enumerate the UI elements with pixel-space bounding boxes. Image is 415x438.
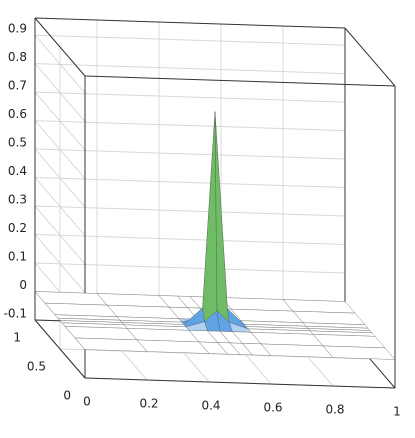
box-edge <box>34 319 86 379</box>
box-edge <box>34 17 346 29</box>
grid-line <box>34 148 346 160</box>
x-tick-label: 0 <box>83 395 91 409</box>
box-edge <box>34 17 86 77</box>
z-tick-label: 0.5 <box>8 136 27 150</box>
box-edge <box>84 75 396 87</box>
tick-labels: 0 0.2 0.4 0.6 0.8 1 0 0.5 1 -0.1 0 0.1 0.2 0.3 0.4 0.5 0… <box>4 22 401 419</box>
x-tick-label: 0.8 <box>325 403 344 417</box>
y-tick-label: 0.5 <box>27 360 46 374</box>
grid-line <box>34 34 346 46</box>
grid-line <box>34 120 86 179</box>
z-tick-label: -0.1 <box>4 307 27 321</box>
z-tick-label: 0 <box>19 278 27 292</box>
grid-line <box>34 234 346 246</box>
box-edge <box>344 27 396 87</box>
grid-line <box>34 177 346 189</box>
surface-patch <box>214 111 230 324</box>
z-tick-label: 0.9 <box>8 22 27 36</box>
grid-line <box>34 63 86 122</box>
grid-line <box>34 205 346 217</box>
y-tick-label: 1 <box>13 331 21 345</box>
z-tick-label: 0.6 <box>8 107 27 121</box>
grid-line <box>34 34 86 94</box>
z-tick-label: 0.1 <box>8 250 27 264</box>
surface-patch <box>136 339 210 354</box>
surface-patch <box>260 343 334 358</box>
surface-patch <box>202 111 218 323</box>
surface-patch <box>322 345 396 360</box>
box-edge <box>84 377 396 389</box>
grid-line <box>34 91 346 103</box>
x-tick-label: 0.2 <box>139 397 158 411</box>
z-tick-label: 0.2 <box>8 221 27 235</box>
grid-line <box>34 148 86 208</box>
grid-line <box>34 177 86 236</box>
grid-line <box>34 63 346 75</box>
z-tick-label: 0.8 <box>8 50 27 64</box>
z-tick-label: 0.3 <box>8 193 27 207</box>
x-tick-label: 0.4 <box>201 399 220 413</box>
grid-line <box>34 262 346 274</box>
z-tick-label: 0.7 <box>8 79 27 93</box>
grid-line <box>34 205 86 265</box>
surface-patch <box>74 337 148 352</box>
surface <box>34 111 396 360</box>
z-tick-label: 0.4 <box>8 164 27 178</box>
x-tick-label: 0.6 <box>263 401 282 415</box>
grid-line <box>34 234 86 293</box>
x-tick-label: 1 <box>393 405 401 419</box>
grid-line <box>59 348 371 360</box>
y-tick-label: 0 <box>63 389 71 403</box>
grid-line <box>34 91 86 151</box>
grid-line <box>34 120 346 132</box>
